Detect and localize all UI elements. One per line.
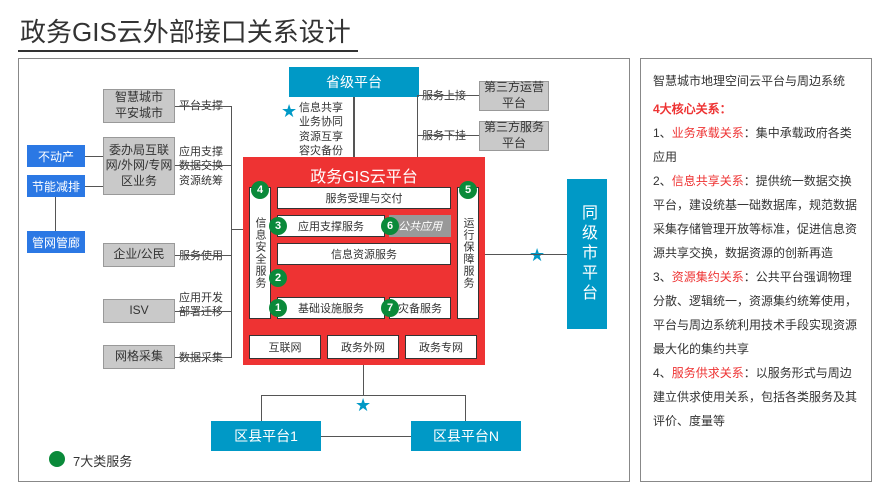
label-app-support: 应用支撑 数据交换 资源统筹: [179, 145, 223, 188]
row-inforesource: 信息资源服务: [277, 243, 451, 265]
circle-1: 1: [269, 299, 287, 317]
panel-item-3: 3、资源集约关系：公共平台强调物理分散、逻辑统一，资源集约统筹使用，平台与周边系…: [653, 265, 859, 361]
line: [353, 97, 355, 157]
title-underline: [18, 50, 358, 52]
star-icon: ★: [281, 101, 297, 122]
circle-7: 7: [381, 299, 399, 317]
line: [175, 255, 231, 256]
diagram-container: 省级平台 ★ 信息共享 业务协同 资源互享 容灾备份 服务上接 服务下挂 第三方…: [18, 58, 630, 482]
row-infra: 基础设施服务: [277, 297, 385, 319]
node-province: 省级平台: [289, 67, 419, 97]
node-samecity: 同级市平台: [567, 179, 607, 329]
col-ops: 运行保障服务: [457, 187, 479, 319]
circle-6: 6: [381, 217, 399, 235]
node-bureau: 委办局互联网/外网/专网区业务: [103, 137, 175, 195]
line: [231, 106, 232, 358]
net-private: 政务专网: [405, 335, 477, 359]
label-data-collect: 数据采集: [179, 351, 223, 365]
node-enterprise: 企业/公民: [103, 243, 175, 267]
star-icon: ★: [355, 395, 371, 416]
page-title: 政务GIS云外部接口关系设计: [20, 12, 351, 49]
line: [175, 106, 231, 107]
node-realestate: 不动产: [27, 145, 85, 167]
line: [261, 395, 262, 423]
circle-3: 3: [269, 217, 287, 235]
node-grid: 网格采集: [103, 345, 175, 369]
line: [417, 135, 479, 136]
panel-header: 智慧城市地理空间云平台与周边系统: [653, 69, 859, 93]
line: [85, 156, 103, 157]
label-service-use: 服务使用: [179, 249, 223, 263]
label-service-down: 服务下挂: [422, 129, 466, 143]
gis-platform-title: 政务GIS云平台: [243, 163, 485, 187]
line: [175, 165, 231, 166]
col-security: 信息安全服务: [249, 187, 271, 319]
node-pipe: 管网管廊: [27, 231, 85, 253]
panel-item-4: 4、服务供求关系：以服务形式与周边建立供求使用关系，包括各类服务及其评价、度量等: [653, 361, 859, 433]
circle-4: 4: [251, 181, 269, 199]
circle-5: 5: [459, 181, 477, 199]
line: [55, 197, 56, 231]
legend-circle-icon: [49, 451, 65, 467]
node-smartcity: 智慧城市 平安城市: [103, 89, 175, 123]
label-info-share: 信息共享 业务协同 资源互享 容灾备份: [299, 101, 343, 158]
legend-label: 7大类服务: [73, 451, 132, 470]
line: [175, 311, 231, 312]
label-app-dev: 应用开发 部署迁移: [179, 291, 223, 320]
panel-item-1: 1、业务承载关系：集中承载政府各类应用: [653, 121, 859, 169]
net-extranet: 政务外网: [327, 335, 399, 359]
node-3rd-svc: 第三方服务平台: [479, 121, 549, 151]
row-delivery: 服务受理与交付: [277, 187, 451, 209]
text-panel: 智慧城市地理空间云平台与周边系统 4大核心关系： 1、业务承载关系：集中承载政府…: [640, 58, 872, 482]
node-energy: 节能减排: [27, 175, 85, 197]
row-appsupport: 应用支撑服务: [277, 215, 385, 237]
panel-subheader: 4大核心关系：: [653, 97, 859, 121]
circle-2: 2: [269, 269, 287, 287]
line: [321, 436, 411, 437]
line: [231, 229, 243, 230]
node-isv: ISV: [103, 299, 175, 323]
node-countyn: 区县平台N: [411, 421, 521, 451]
node-3rd-op: 第三方运营平台: [479, 81, 549, 111]
line: [417, 95, 479, 96]
line: [465, 395, 466, 423]
line: [485, 254, 567, 255]
panel-item-2: 2、信息共享关系：提供统一数据交换平台，建设统基一础数据库，规范数据采集存储管理…: [653, 169, 859, 265]
line: [363, 365, 364, 395]
net-internet: 互联网: [249, 335, 321, 359]
label-service-up: 服务上接: [422, 89, 466, 103]
line: [85, 186, 103, 187]
line: [175, 357, 231, 358]
node-county1: 区县平台1: [211, 421, 321, 451]
star-icon: ★: [529, 245, 545, 266]
